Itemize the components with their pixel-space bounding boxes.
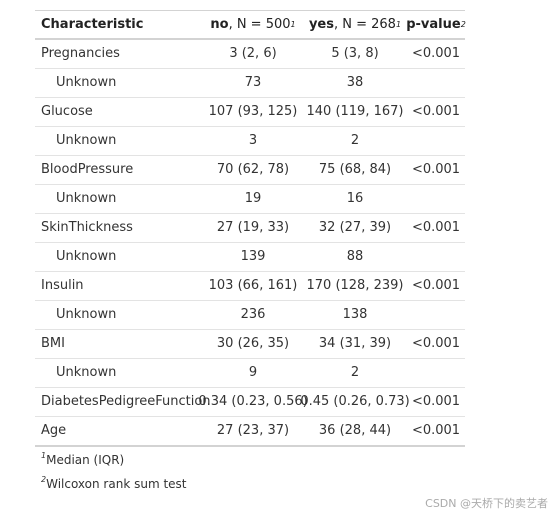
value-cell: 73 [244, 75, 262, 90]
variable-row: Glucose 107 (93, 125) 140 (119, 167) <0.001 [35, 97, 465, 127]
unknown-row: Unknown 3 2 [35, 126, 465, 156]
footnote-text: Wilcoxon rank sum test [46, 477, 187, 491]
value-cell: 9 [248, 365, 258, 380]
footnote-text: Median (IQR) [46, 453, 125, 467]
variable-row: Insulin 103 (66, 161) 170 (128, 239) <0.001 [35, 271, 465, 301]
value-cell: 170 (128, 239) [306, 278, 404, 293]
row-label: DiabetesPedigreeFunction [41, 394, 211, 409]
value-cell: 88 [346, 249, 364, 264]
value-cell: 27 (19, 33) [216, 220, 290, 235]
group-name: no [210, 17, 229, 32]
row-label: BMI [41, 336, 65, 351]
variable-row: Age 27 (23, 37) 36 (28, 44) <0.001 [35, 416, 465, 447]
p-value-cell: <0.001 [411, 336, 461, 351]
variable-row: DiabetesPedigreeFunction 0.34 (0.23, 0.56… [35, 387, 465, 417]
value-cell: 107 (93, 125) [208, 104, 298, 119]
p-value-cell: <0.001 [411, 46, 461, 61]
value-cell: 139 [240, 249, 266, 264]
value-cell: 34 (31, 39) [318, 336, 392, 351]
header-cell: no, N = 500 1 [203, 11, 303, 38]
group-name: yes [308, 17, 334, 32]
p-value-cell: <0.001 [411, 278, 461, 293]
group-n: , N = 268 [333, 17, 396, 32]
p-value-cell: <0.001 [411, 104, 461, 119]
value-cell: 236 [240, 307, 266, 322]
footnote-mark: 1 [290, 20, 296, 29]
unknown-row: Unknown 9 2 [35, 358, 465, 388]
footnote-mark: 2 [41, 475, 47, 484]
value-cell: 70 (62, 78) [216, 162, 290, 177]
variable-row: SkinThickness 27 (19, 33) 32 (27, 39) <0.00… [35, 213, 465, 243]
value-cell: 75 (68, 84) [318, 162, 392, 177]
row-label: Unknown [56, 191, 117, 206]
unknown-row: Unknown 139 88 [35, 242, 465, 272]
p-value-cell: <0.001 [411, 423, 461, 438]
value-cell: 38 [346, 75, 364, 90]
value-cell: 2 [350, 133, 360, 148]
p-value-cell: <0.001 [411, 220, 461, 235]
header-cell: p-value 2 [406, 11, 466, 38]
row-label: Unknown [56, 249, 117, 264]
unknown-row: Unknown 19 16 [35, 184, 465, 214]
value-cell: 19 [244, 191, 262, 206]
row-label: Glucose [41, 104, 93, 119]
unknown-row: Unknown 236 138 [35, 300, 465, 330]
value-cell: 16 [346, 191, 364, 206]
value-cell: 5 (3, 8) [331, 46, 379, 61]
p-label: p-value [406, 17, 461, 32]
row-label: Unknown [56, 307, 117, 322]
row-label: Pregnancies [41, 46, 120, 61]
value-cell: 27 (23, 37) [216, 423, 290, 438]
value-cell: 2 [350, 365, 360, 380]
value-cell: 138 [342, 307, 368, 322]
unknown-row: Unknown 73 38 [35, 68, 465, 98]
footnote: 2Wilcoxon rank sum test [41, 475, 187, 491]
row-label: Age [41, 423, 67, 438]
footnote-mark: 1 [395, 20, 402, 29]
header-row: Characteristic no, N = 500 1 yes, N = 268 1 p… [35, 10, 466, 40]
row-label: BloodPressure [41, 162, 134, 177]
value-cell: 140 (119, 167) [306, 104, 404, 119]
variable-row: Pregnancies 3 (2, 6) 5 (3, 8) <0.001 [35, 39, 465, 69]
value-cell: 0.45 (0.26, 0.73) [300, 394, 410, 409]
value-cell: 36 (28, 44) [318, 423, 392, 438]
value-cell: 30 (26, 35) [216, 336, 290, 351]
header-cell: yes, N = 268 1 [303, 11, 407, 38]
group-n: , N = 500 [228, 17, 291, 32]
footnote: 1Median (IQR) [41, 451, 124, 467]
p-value-cell: <0.001 [411, 162, 461, 177]
value-cell: 103 (66, 161) [208, 278, 298, 293]
value-cell: 3 (2, 6) [229, 46, 277, 61]
row-label: SkinThickness [41, 220, 133, 235]
row-label: Unknown [56, 365, 117, 380]
footnote-mark: 1 [41, 451, 47, 460]
value-cell: 32 (27, 39) [318, 220, 392, 235]
watermark: CSDN @天桥下的卖艺者 [425, 497, 548, 510]
p-value-cell: <0.001 [411, 394, 461, 409]
header-cell: Characteristic [41, 17, 144, 32]
row-label: Unknown [56, 133, 117, 148]
value-cell: 0.34 (0.23, 0.56) [198, 394, 308, 409]
variable-row: BMI 30 (26, 35) 34 (31, 39) <0.001 [35, 329, 465, 359]
row-label: Insulin [41, 278, 84, 293]
footnote-mark: 2 [460, 20, 466, 29]
row-label: Unknown [56, 75, 117, 90]
variable-row: BloodPressure 70 (62, 78) 75 (68, 84) <0.00… [35, 155, 465, 185]
value-cell: 3 [248, 133, 258, 148]
